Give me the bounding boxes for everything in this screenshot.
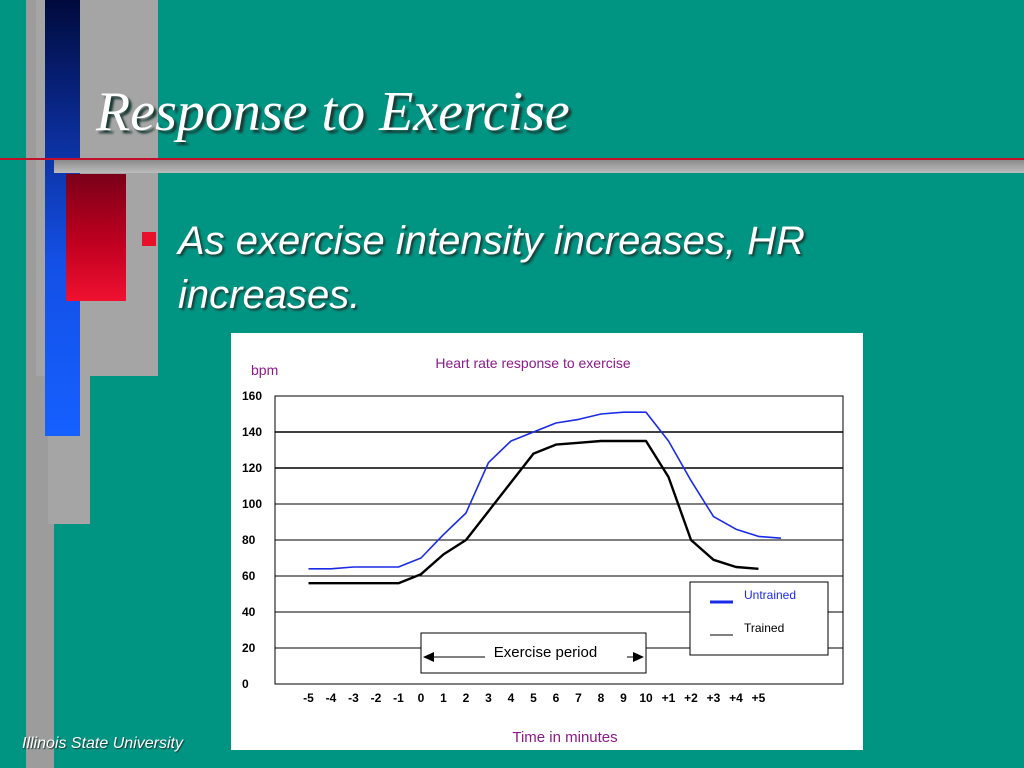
y-tick-label: 20 xyxy=(242,641,256,655)
x-tick-label: 7 xyxy=(575,691,582,705)
x-tick-label: -5 xyxy=(303,691,314,705)
x-tick-label: 4 xyxy=(508,691,515,705)
x-tick-label: -1 xyxy=(393,691,404,705)
x-tick-label: -3 xyxy=(348,691,359,705)
arrow-left-icon xyxy=(423,652,434,662)
x-tick-label: 10 xyxy=(639,691,653,705)
x-tick-label: +4 xyxy=(729,691,743,705)
y-axis-label: bpm xyxy=(251,362,278,378)
x-tick-label: +3 xyxy=(707,691,721,705)
legend-label-untrained: Untrained xyxy=(744,588,796,602)
exercise-period-label: Exercise period xyxy=(494,644,597,661)
chart-panel: Heart rate response to exercise bpm Time… xyxy=(231,333,863,750)
y-tick-labels: 160 140 120 100 80 60 40 20 0 xyxy=(242,389,262,691)
decor-red-block xyxy=(66,174,126,301)
legend-label-trained: Trained xyxy=(744,621,784,635)
y-tick-label: 40 xyxy=(242,605,256,619)
x-tick-label: 8 xyxy=(598,691,605,705)
x-tick-label: -2 xyxy=(371,691,382,705)
grid-layer xyxy=(274,395,844,685)
y-tick-label: 0 xyxy=(242,677,249,691)
legend-box xyxy=(689,581,829,656)
decor-red-rule xyxy=(0,158,1024,160)
bullet-text: As exercise intensity increases, HR incr… xyxy=(178,219,805,317)
y-tick-label: 100 xyxy=(242,497,262,511)
y-tick-label: 160 xyxy=(242,389,262,403)
chart-title: Heart rate response to exercise xyxy=(435,355,631,371)
x-tick-label: +5 xyxy=(752,691,766,705)
exercise-period-annotation: Exercise period xyxy=(420,632,647,674)
x-tick-label: 0 xyxy=(418,691,425,705)
x-tick-label: 5 xyxy=(530,691,537,705)
x-tick-label: +2 xyxy=(684,691,698,705)
y-tick-label: 80 xyxy=(242,533,256,547)
exercise-period-box xyxy=(420,632,647,674)
x-tick-label: +1 xyxy=(662,691,676,705)
x-tick-label: 3 xyxy=(485,691,492,705)
slide-title: Response to Exercise xyxy=(96,81,570,143)
arrow-right-icon xyxy=(633,652,644,662)
y-tick-label: 140 xyxy=(242,425,262,439)
y-tick-label: 120 xyxy=(242,461,262,475)
x-axis-label: Time in minutes xyxy=(512,729,617,746)
heart-rate-chart: Heart rate response to exercise bpm Time… xyxy=(242,355,844,746)
y-tick-label: 60 xyxy=(242,569,256,583)
series-layer xyxy=(308,411,782,585)
x-tick-label: -4 xyxy=(326,691,337,705)
x-tick-label: 2 xyxy=(463,691,470,705)
x-tick-label: 6 xyxy=(553,691,560,705)
x-tick-label: 9 xyxy=(620,691,627,705)
legend: Untrained Trained xyxy=(689,581,829,656)
bullet-square-icon xyxy=(142,232,156,246)
series-line-trained xyxy=(308,439,759,585)
series-line-untrained xyxy=(308,411,782,570)
x-tick-labels: -5 -4 -3 -2 -1 0 1 2 3 4 5 6 7 8 9 10 +1 +2 +3 +4 +5 xyxy=(303,691,766,705)
footer-text: Illinois State University xyxy=(22,735,183,752)
x-tick-label: 1 xyxy=(440,691,447,705)
decor-gray-rule xyxy=(54,160,1024,173)
